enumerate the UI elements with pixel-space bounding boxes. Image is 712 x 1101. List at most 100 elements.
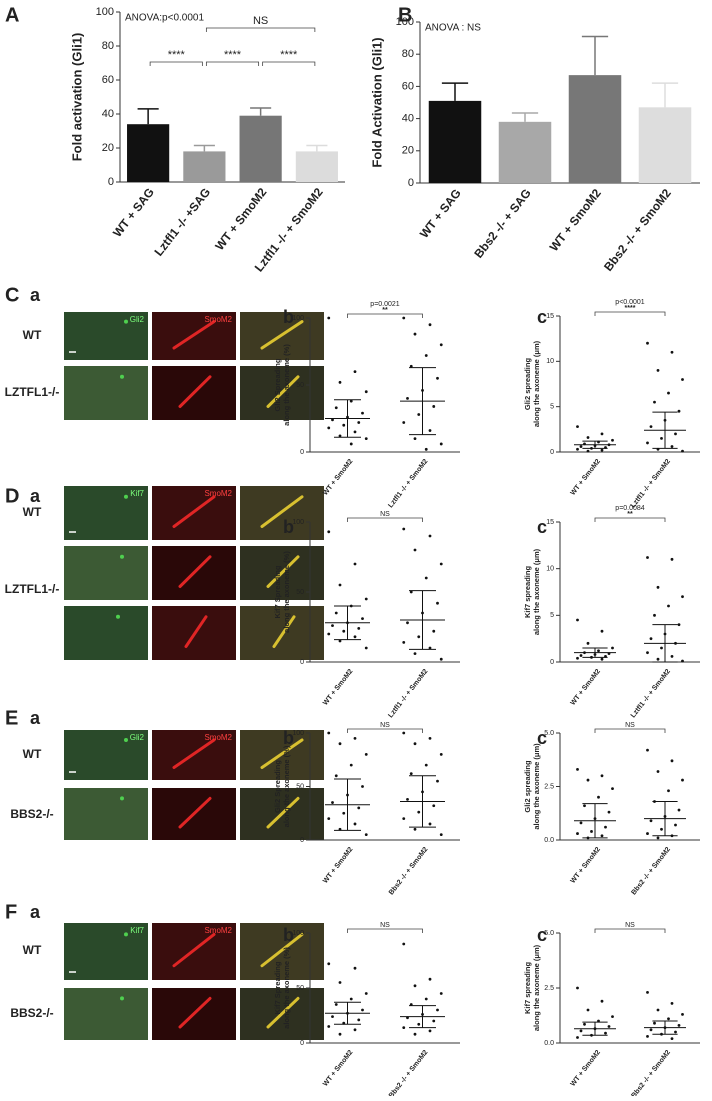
- y-tick-label: 40: [102, 108, 114, 120]
- data-point: [413, 332, 417, 336]
- data-point: [576, 767, 579, 771]
- data-point: [660, 827, 663, 831]
- cilium: [178, 555, 212, 588]
- data-point: [439, 657, 443, 661]
- y-tick-label: 80: [102, 40, 114, 52]
- y-tick-label: 5.0: [544, 930, 554, 937]
- data-point: [364, 992, 368, 995]
- data-point: [681, 659, 684, 663]
- cilium: [178, 796, 212, 829]
- data-point: [656, 770, 660, 773]
- y-axis-label: along the axoneme (μm): [532, 340, 541, 427]
- x-tick-label: WT + SmoM2: [212, 185, 269, 253]
- cilium: [260, 320, 304, 350]
- bar: [568, 75, 622, 183]
- cilium: [184, 615, 208, 648]
- data-point: [406, 621, 409, 625]
- significance-label: p=0.0021: [370, 301, 399, 308]
- data-point: [327, 962, 331, 966]
- data-point: [424, 997, 428, 1001]
- significance-label: NS: [380, 722, 390, 729]
- data-point: [670, 350, 674, 354]
- data-point: [436, 779, 439, 783]
- data-point: [586, 449, 590, 453]
- data-point: [670, 655, 674, 658]
- data-point: [417, 635, 421, 639]
- data-point: [653, 1021, 656, 1025]
- data-point: [646, 556, 649, 559]
- x-tick-label: WT + SmoM2: [322, 846, 355, 885]
- micrograph: [64, 788, 148, 840]
- x-tick-label: WT + SmoM2: [322, 458, 355, 497]
- data-point: [334, 1003, 338, 1006]
- panel-sub: a: [30, 708, 41, 728]
- channel-label: SmoM2: [204, 315, 232, 324]
- data-point: [576, 425, 579, 429]
- data-point: [342, 423, 346, 427]
- data-point: [576, 656, 579, 660]
- data-point: [681, 595, 684, 599]
- data-point: [597, 795, 600, 799]
- data-point: [649, 637, 653, 641]
- data-point: [402, 731, 406, 735]
- x-tick-label: Bbs2 -/- + SAG: [471, 186, 534, 261]
- micrograph: [64, 730, 148, 780]
- data-point: [338, 380, 342, 384]
- data-point: [432, 629, 436, 633]
- cilium-spot: [120, 374, 124, 379]
- row-label: BBS2-/-: [10, 807, 53, 821]
- bar: [127, 124, 170, 182]
- cilium: [260, 932, 304, 968]
- data-point: [327, 1025, 331, 1028]
- row-label: BBS2-/-: [10, 1006, 53, 1020]
- y-tick-label: 100: [292, 315, 304, 322]
- data-point: [586, 436, 590, 439]
- data-point: [417, 1022, 421, 1026]
- sd-bar: [409, 590, 436, 650]
- data-point: [338, 1032, 342, 1036]
- y-tick-label: 10: [546, 358, 554, 365]
- data-point: [353, 430, 357, 434]
- channel-label: SmoM2: [204, 733, 232, 742]
- data-point: [327, 426, 331, 430]
- data-point: [607, 810, 611, 814]
- data-point: [353, 966, 357, 970]
- y-tick-label: 50: [296, 783, 304, 790]
- panel-letter: c: [537, 517, 547, 537]
- data-point: [677, 623, 681, 627]
- y-tick-label: 60: [102, 74, 114, 86]
- cilium: [172, 932, 216, 968]
- data-point: [327, 316, 331, 320]
- x-tick-label: Lztfl1 -/- + SmoM2: [630, 668, 672, 719]
- x-tick-label: WT + SmoM2: [570, 1049, 603, 1088]
- y-tick-label: 100: [292, 930, 304, 937]
- significance-label: NS: [380, 511, 390, 518]
- data-point: [402, 817, 406, 820]
- cilium: [260, 495, 304, 528]
- x-tick-label: Bbs2 -/- + SmoM2: [388, 1049, 430, 1096]
- data-point: [413, 548, 417, 552]
- data-point: [660, 646, 663, 650]
- y-tick-label: 5.0: [544, 730, 554, 737]
- data-point: [667, 789, 670, 793]
- significance-label: p=0.0084: [615, 505, 644, 512]
- data-point: [338, 434, 342, 438]
- significance-bracket: [205, 27, 316, 32]
- x-tick-label: Lztfl1 -/- + SmoM2: [387, 668, 429, 719]
- data-point: [357, 806, 361, 810]
- y-axis-label: Kif7 Spreading: [273, 565, 282, 618]
- data-point: [576, 618, 579, 622]
- data-point: [331, 624, 334, 627]
- y-tick-label: 80: [402, 48, 414, 60]
- data-point: [646, 441, 649, 445]
- data-point: [428, 977, 432, 981]
- significance-bracket: [594, 928, 666, 933]
- significance-bracket: [594, 311, 666, 316]
- y-axis-label: Fold activation (Gli1): [69, 33, 84, 162]
- data-point: [674, 823, 677, 827]
- micrograph: [64, 923, 148, 980]
- row-label: WT: [23, 505, 42, 519]
- data-point: [439, 562, 443, 566]
- data-point: [406, 397, 409, 400]
- significance-label: ****: [224, 49, 242, 61]
